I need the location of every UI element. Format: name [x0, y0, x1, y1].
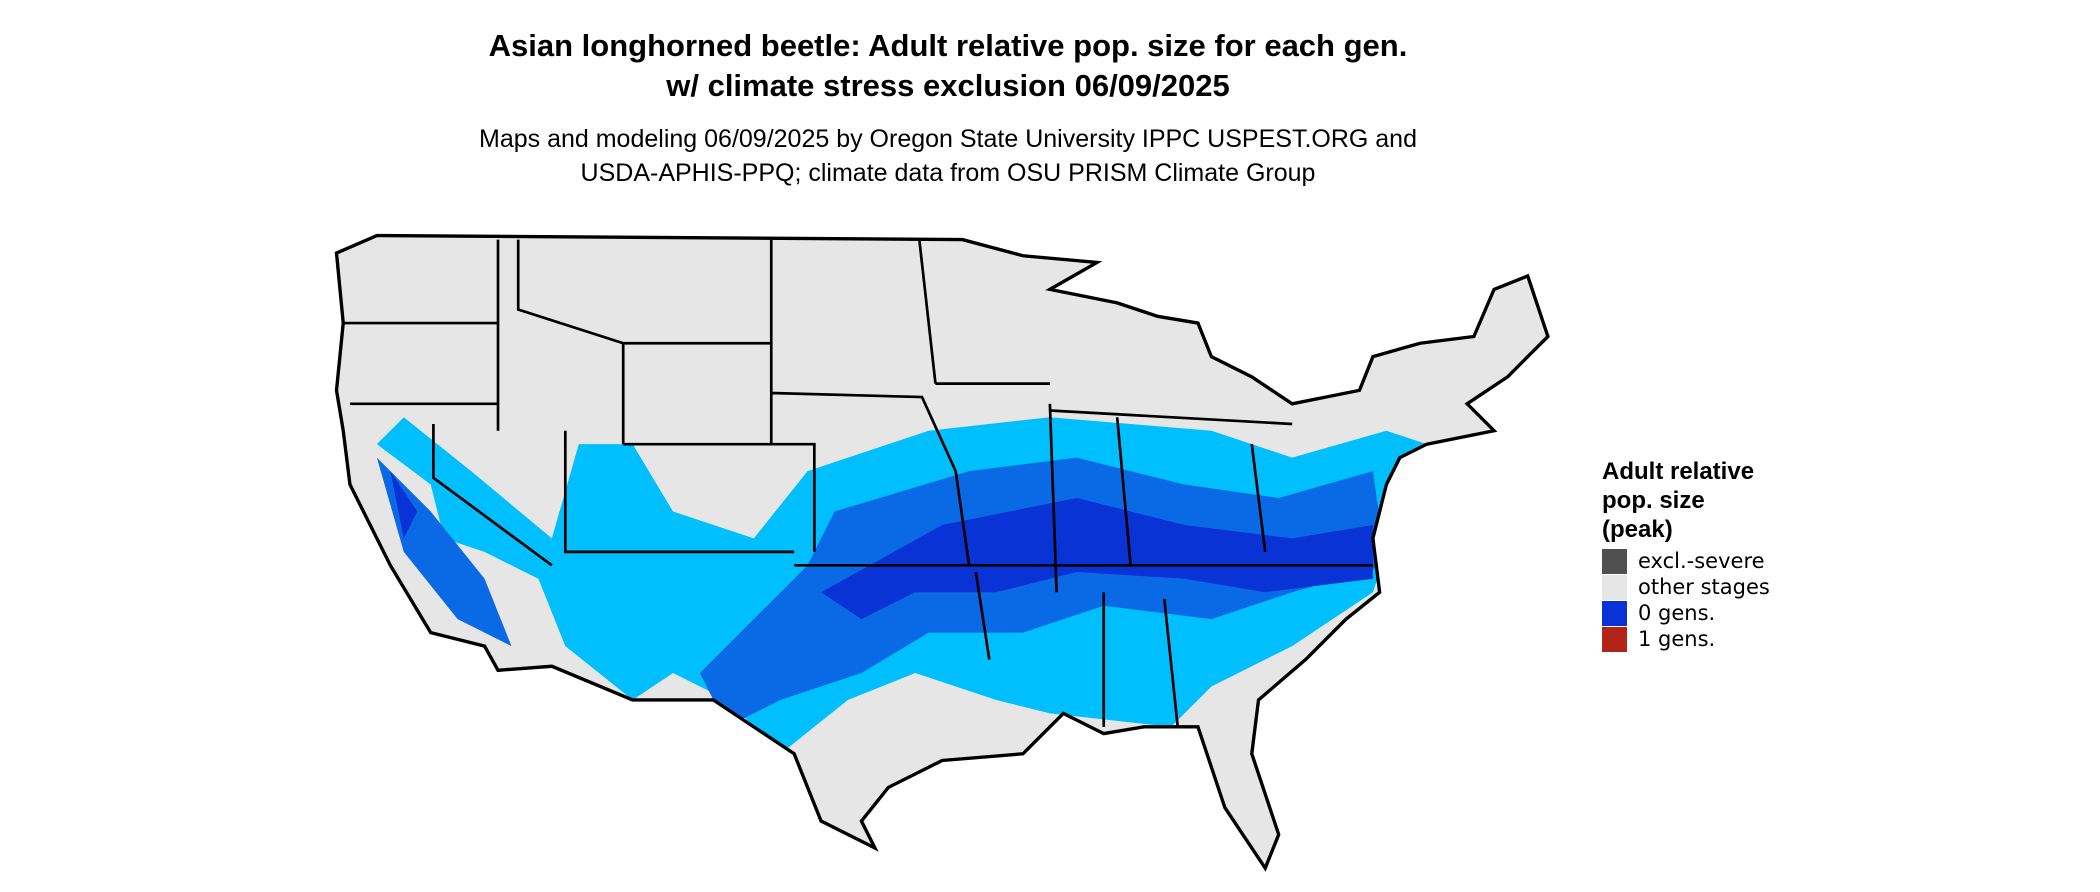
- map: [334, 233, 1550, 870]
- title-line: Asian longhorned beetle: Adult relative …: [489, 28, 1408, 63]
- legend-title: Adult relative: [1602, 458, 1754, 485]
- legend-swatch: [1602, 627, 1627, 652]
- legend-label: excl.-severe: [1638, 549, 1765, 573]
- legend-swatch: [1602, 601, 1627, 626]
- legend-title: (peak): [1602, 516, 1673, 543]
- legend-title: pop. size: [1602, 487, 1705, 514]
- legend-label: 1 gens.: [1638, 627, 1715, 651]
- legend-label: 0 gens.: [1638, 601, 1715, 625]
- legend-swatch: [1602, 575, 1627, 600]
- subtitle-line: USDA-APHIS-PPQ; climate data from OSU PR…: [581, 159, 1316, 187]
- legend-label: other stages: [1638, 575, 1770, 599]
- subtitle-line: Maps and modeling 06/09/2025 by Oregon S…: [479, 125, 1417, 153]
- legend-swatch: [1602, 549, 1627, 574]
- coverage: [376, 417, 1427, 754]
- title: Asian longhorned beetle: Adult relative …: [479, 28, 1417, 187]
- legend: Adult relative pop. size (peak) excl.-se…: [1602, 458, 1770, 652]
- title-line: w/ climate stress exclusion 06/09/2025: [665, 68, 1230, 103]
